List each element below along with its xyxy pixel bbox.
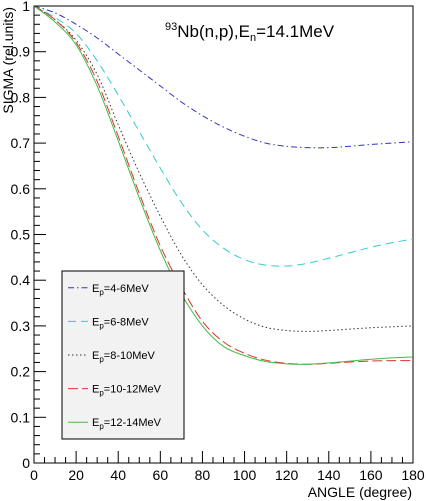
x-tick-label: 180 xyxy=(401,467,425,483)
x-axis-label: ANGLE (degree) xyxy=(308,484,412,500)
y-tick-label: 0.3 xyxy=(11,318,31,334)
y-tick-label: 0.2 xyxy=(11,364,31,380)
x-tick-label: 20 xyxy=(68,467,84,483)
x-axis: 0 20 40 60 80 100 120 140 160 180 xyxy=(30,451,425,483)
series-line-4 xyxy=(33,5,414,365)
x-tick-label: 160 xyxy=(359,467,383,483)
title-suffix: =14.1MeV xyxy=(256,22,335,41)
x-tick-label: 140 xyxy=(317,467,341,483)
y-tick-label: 0.6 xyxy=(11,181,31,197)
series-line-2 xyxy=(33,5,414,267)
y-axis-label: SIGMA (rel.units) xyxy=(0,7,16,114)
y-tick-label: 0.7 xyxy=(11,135,31,151)
x-tick-label: 40 xyxy=(110,467,126,483)
y-tick-label: 1 xyxy=(22,0,30,14)
series-line-3 xyxy=(33,5,414,332)
legend-label-5: Ep=12-14MeV xyxy=(92,417,162,431)
legend: Ep=4-6MeV Ep=6-8MeV Ep=8-10MeV Ep=10-12MeV E… xyxy=(61,270,185,440)
x-tick-label: 100 xyxy=(233,467,257,483)
y-tick-label: 0.4 xyxy=(11,272,31,288)
y-tick-label: 0.9 xyxy=(11,44,31,60)
legend-label-4: Ep=10-12MeV xyxy=(92,384,162,398)
legend-box xyxy=(61,270,185,440)
legend-label-3: Ep=8-10MeV xyxy=(92,350,156,364)
legend-entries: Ep=4-6MeV Ep=6-8MeV Ep=8-10MeV Ep=10-12MeV E… xyxy=(68,283,162,431)
title-main: Nb(n,p),E xyxy=(177,22,250,41)
y-tick-label: 0 xyxy=(22,455,30,471)
legend-label-2: Ep=6-8MeV xyxy=(92,316,149,330)
title-superscript: 93 xyxy=(165,21,177,33)
x-tick-label: 0 xyxy=(30,467,38,483)
series-line-1 xyxy=(33,5,414,149)
series-line-5 xyxy=(33,5,414,365)
y-axis: 0 0.1 0.2 0.3 0.4 0.5 0.6 0.7 0.8 0.9 1 xyxy=(11,0,46,471)
x-tick-label: 120 xyxy=(275,467,299,483)
x-tick-label: 80 xyxy=(195,467,211,483)
legend-label-1: Ep=4-6MeV xyxy=(92,283,149,297)
y-tick-label: 0.5 xyxy=(11,227,31,243)
plot-lines xyxy=(33,5,414,365)
x-tick-label: 60 xyxy=(153,467,169,483)
chart-title: 93Nb(n,p),En=14.1MeV xyxy=(165,21,335,44)
y-tick-label: 0.8 xyxy=(11,89,31,105)
title-subscript: n xyxy=(250,32,256,44)
y-tick-label: 0.1 xyxy=(11,409,31,425)
